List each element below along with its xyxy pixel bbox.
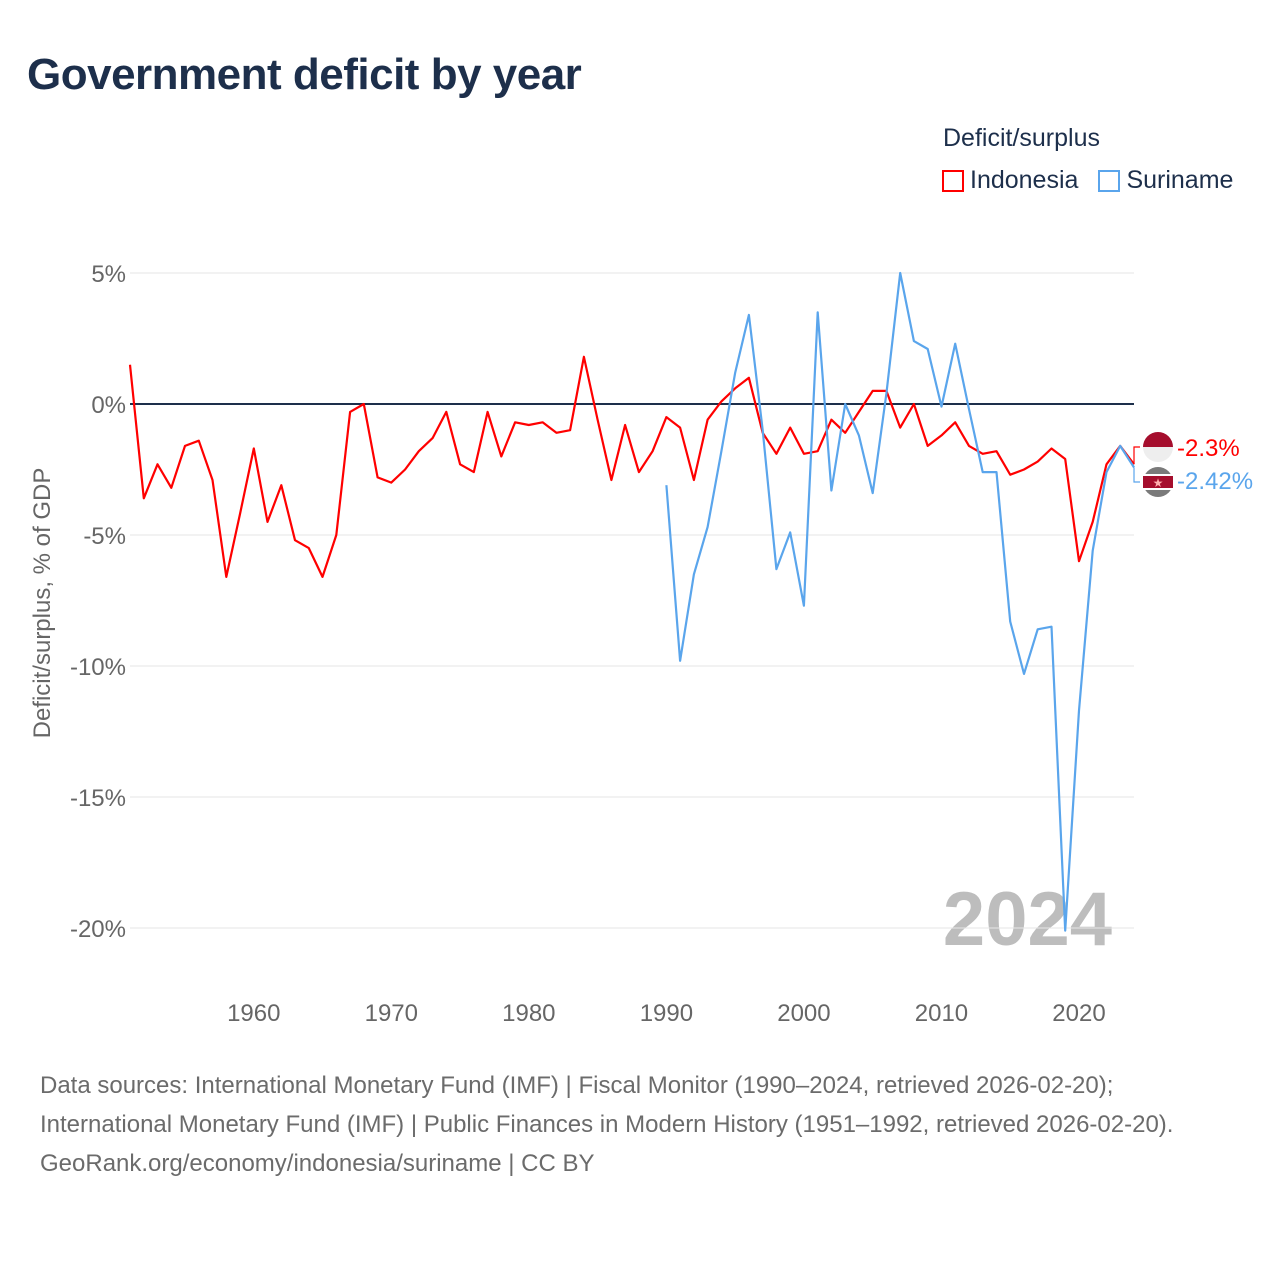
suriname-flag-icon bbox=[1143, 476, 1173, 488]
x-tick-label: 1990 bbox=[640, 1000, 693, 1027]
indonesia-flag-icon bbox=[1143, 447, 1173, 462]
chart-title: Government deficit by year bbox=[27, 50, 582, 99]
legend: Indonesia Suriname bbox=[942, 166, 1233, 195]
source-link[interactable]: GeoRank.org/economy/indonesia/suriname |… bbox=[40, 1150, 595, 1177]
x-tick-label: 2000 bbox=[777, 1000, 830, 1027]
y-tick-label: 0% bbox=[91, 392, 126, 419]
series-line-indonesia bbox=[128, 355, 1135, 579]
label-connector bbox=[1133, 467, 1140, 483]
x-tick-label: 2020 bbox=[1052, 1000, 1105, 1027]
end-value-label: -2.42% bbox=[1177, 468, 1253, 495]
legend-swatch-indonesia bbox=[942, 169, 964, 192]
y-tick-label: 5% bbox=[91, 261, 126, 288]
y-tick-label: -10% bbox=[70, 654, 126, 681]
end-value-label: -2.3% bbox=[1177, 435, 1240, 462]
y-axis-title: Deficit/surplus, % of GDP bbox=[29, 468, 56, 739]
data-sources: Data sources: International Monetary Fun… bbox=[40, 1072, 1174, 1138]
x-tick-label: 1970 bbox=[365, 1000, 418, 1027]
footer: Data sources: International Monetary Fun… bbox=[40, 1066, 1250, 1183]
star-icon: ★ bbox=[1153, 476, 1164, 490]
y-tick-label: -20% bbox=[70, 916, 126, 943]
legend-label: Indonesia bbox=[970, 166, 1079, 194]
series-line-suriname bbox=[665, 271, 1135, 932]
legend-label: Suriname bbox=[1126, 166, 1234, 194]
x-tick-label: 1960 bbox=[227, 1000, 280, 1027]
label-connector bbox=[1133, 446, 1140, 465]
indonesia-flag-icon bbox=[1143, 432, 1173, 447]
x-tick-label: 1980 bbox=[502, 1000, 555, 1027]
chart-svg: 2024 5% 0% -5% -10% -15% -20% 1960 1970 1980 1990 2… bbox=[29, 261, 1253, 1027]
x-tick-label: 2010 bbox=[915, 1000, 968, 1027]
legend-swatch-suriname bbox=[1098, 169, 1121, 192]
year-watermark: 2024 bbox=[943, 877, 1112, 962]
legend-item-suriname[interactable]: Suriname bbox=[1098, 166, 1233, 195]
legend-item-indonesia[interactable]: Indonesia bbox=[942, 166, 1078, 195]
y-tick-label: -5% bbox=[83, 523, 126, 550]
legend-title: Deficit/surplus bbox=[943, 124, 1100, 152]
y-tick-label: -15% bbox=[70, 785, 126, 812]
